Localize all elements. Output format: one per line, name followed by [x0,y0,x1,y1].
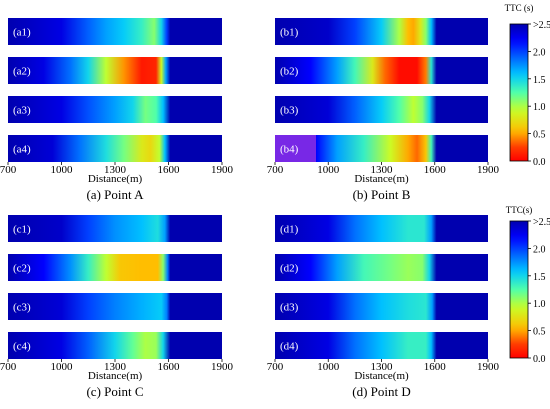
colorbar-title: TTC (s) [505,3,534,13]
colorbar-tick-label: 1.0 [533,102,546,113]
colorbar-tick-label: 0.5 [533,327,546,338]
x-tick-label: 1600 [424,361,447,373]
heatmap-strip-c3 [8,293,222,320]
x-tick-label: 700 [0,361,17,373]
heatmap-strip-d3 [275,293,488,320]
row-label: (a2) [13,66,31,78]
heatmap-strip-c4 [8,332,222,359]
heatmap-strip-b3 [275,96,488,123]
panel-c: (c1) (c2) (c3) (c4) 700 1000 1300 1600 1900 Dista… [0,215,234,399]
x-axis-label: Distance(m) [88,173,143,185]
row-label: (a4) [13,144,31,156]
row-label: (d3) [280,302,299,314]
x-tick-label: 1000 [51,164,74,176]
row-label: (c4) [13,341,31,353]
row-label: (d2) [280,263,299,275]
x-tick-label: 1000 [51,361,74,373]
x-tick-label: 1000 [317,164,340,176]
heatmap-strip-a3 [8,96,222,123]
row-label: (a3) [13,105,31,117]
colorbar-tick-label: 0.0 [533,157,546,168]
colorbar-1: TTC (s) >2.5 2.0 1.5 1.0 0.5 0.0 [505,3,550,168]
panel-caption: (b) Point B [353,187,411,202]
row-label: (d4) [280,341,299,353]
row-label: (b3) [280,105,299,117]
colorbar-tick-label: 2.0 [533,244,546,255]
colorbar-tick-label: 2.0 [533,47,546,58]
heatmap-strip-d2 [275,254,488,281]
colorbar-tick-label: 1.5 [533,75,546,86]
panel-caption: (d) Point D [352,384,411,399]
panel-caption: (a) Point A [86,187,144,202]
heatmap-strip-c2 [8,254,222,281]
panel-a: (a1) (a2) (a3) (a4) 700 1000 1300 1600 1900 Dista… [0,18,234,202]
x-tick-label: 1300 [104,164,127,176]
heatmap-strip-a4 [8,135,222,162]
heatmap-strip-b1 [275,18,488,45]
x-axis-label: Distance(m) [88,370,143,382]
x-tick-label: 1900 [211,164,234,176]
x-tick-label: 1300 [371,164,394,176]
panel-d: (d1) (d2) (d3) (d4) 700 1000 1300 1600 1900 Dista… [267,215,500,399]
colorbar-tick-label: >2.5 [533,20,550,31]
row-label: (c2) [13,263,31,275]
x-axis-label: Distance(m) [354,173,409,185]
panels-layer: (a1) (a2) (a3) (a4) 700 1000 1300 1600 1900 Dista… [0,18,500,399]
colorbar-2: TTC(s)>2.5 2.0 1.5 1.0 0.5 0.0 [506,205,550,365]
x-tick-label: 1300 [371,361,394,373]
row-label: (c3) [13,302,31,314]
heatmap-strip-d4 [275,332,488,359]
x-tick-label: 700 [267,361,284,373]
row-label: (b2) [280,66,299,78]
row-label: (d1) [280,224,299,236]
panel-b: (b1) (b2) (b3) (b4) 700 1000 1300 1600 1900 Dista… [267,18,500,202]
x-tick-label: 1900 [211,361,234,373]
heatmap-strip-a2 [8,57,222,84]
row-label: (b1) [280,27,299,39]
x-tick-label: 1600 [158,361,181,373]
colorbar-tick-label: 1.0 [533,299,546,310]
x-tick-label: 1300 [104,361,127,373]
colorbar-scale [509,23,529,162]
heatmap-strip-b4 [275,135,488,162]
colorbar-title: TTC(s) [506,205,533,215]
panel-caption: (c) Point C [86,384,143,399]
heatmap-strip-c1 [8,215,222,242]
colorbar-tick-label: 1.5 [533,272,546,283]
heatmap-strip-a1 [8,18,222,45]
row-label: (c1) [13,224,31,236]
x-tick-label: 1900 [477,361,500,373]
x-axis-label: Distance(m) [354,370,409,382]
colorbars-layer: TTC (s)>2.52.01.51.00.50.0TTC(s)>2.52.01… [505,3,550,365]
colorbar-tick-label: 0.0 [533,354,546,365]
colorbar-tick-label: 0.5 [533,130,546,141]
row-label: (b4) [280,144,299,156]
x-tick-label: 1600 [158,164,181,176]
x-tick-label: 1900 [477,164,500,176]
heatmap-strip-b2 [275,57,488,84]
x-tick-label: 700 [267,164,284,176]
colorbar-tick-label: >2.5 [533,217,550,228]
x-tick-label: 1000 [317,361,340,373]
row-label: (a1) [13,27,31,39]
colorbar-scale [509,220,529,359]
x-tick-label: 1600 [424,164,447,176]
heatmap-strip-d1 [275,215,488,242]
x-tick-label: 700 [0,164,17,176]
